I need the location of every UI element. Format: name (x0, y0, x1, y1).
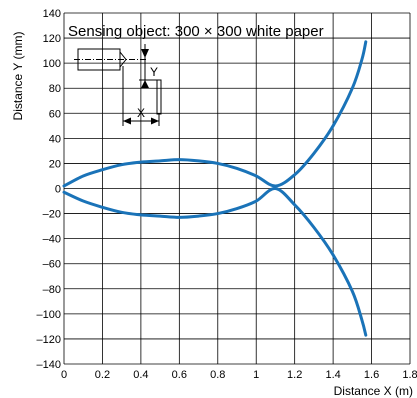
y-tick-label: –40 (43, 234, 61, 246)
y-tick-label: 140 (43, 8, 61, 20)
y-arrow-bottom (141, 80, 149, 88)
x-axis-ticks: 0 0.2 0.4 0.6 0.8 1 1.2 1.4 1.6 1.8 (61, 369, 417, 381)
inset-label-x: X (137, 106, 145, 120)
y-tick-label: –120 (37, 334, 61, 346)
y-tick-label: 120 (43, 33, 61, 45)
y-tick-label: 40 (49, 133, 61, 145)
y-tick-label: –100 (37, 309, 61, 321)
series-line-2 (64, 188, 366, 335)
x-arrow-left (123, 118, 131, 125)
y-tick-label: –60 (43, 259, 61, 271)
y-tick-label: 100 (43, 58, 61, 70)
y-axis-label: Distance Y (mm) (11, 32, 25, 121)
x-tick-label: 1.6 (364, 369, 379, 381)
y-tick-label: 20 (49, 158, 61, 170)
x-tick-label: 1 (253, 369, 259, 381)
y-arrow-top (141, 49, 149, 58)
y-tick-label: 60 (49, 108, 61, 120)
y-tick-label: –140 (37, 359, 61, 371)
x-tick-label: 1.8 (402, 369, 417, 381)
y-tick-label: –80 (43, 284, 61, 296)
y-tick-label: 80 (49, 83, 61, 95)
chart-title: Sensing object: 300 × 300 white paper (68, 23, 324, 40)
x-tick-label: 0.2 (95, 369, 110, 381)
sensor-diagram: Y X (74, 44, 161, 126)
x-tick-label: 0.4 (133, 369, 148, 381)
x-arrow-right (151, 118, 159, 125)
y-tick-label: –20 (43, 209, 61, 221)
x-tick-label: 1.2 (287, 369, 302, 381)
y-axis-ticks: 140 120 100 80 60 40 20 0 –20 –40 –60 –80 –100 –120 –1… (37, 8, 61, 371)
y-tick-label: 0 (55, 184, 61, 196)
x-tick-label: 0 (61, 369, 67, 381)
x-axis-label: Distance X (m) (334, 384, 413, 398)
x-tick-label: 0.6 (172, 369, 187, 381)
x-tick-label: 1.4 (325, 369, 340, 381)
inset-label-y: Y (150, 65, 158, 79)
x-tick-label: 0.8 (210, 369, 225, 381)
sensing-object (157, 80, 161, 114)
